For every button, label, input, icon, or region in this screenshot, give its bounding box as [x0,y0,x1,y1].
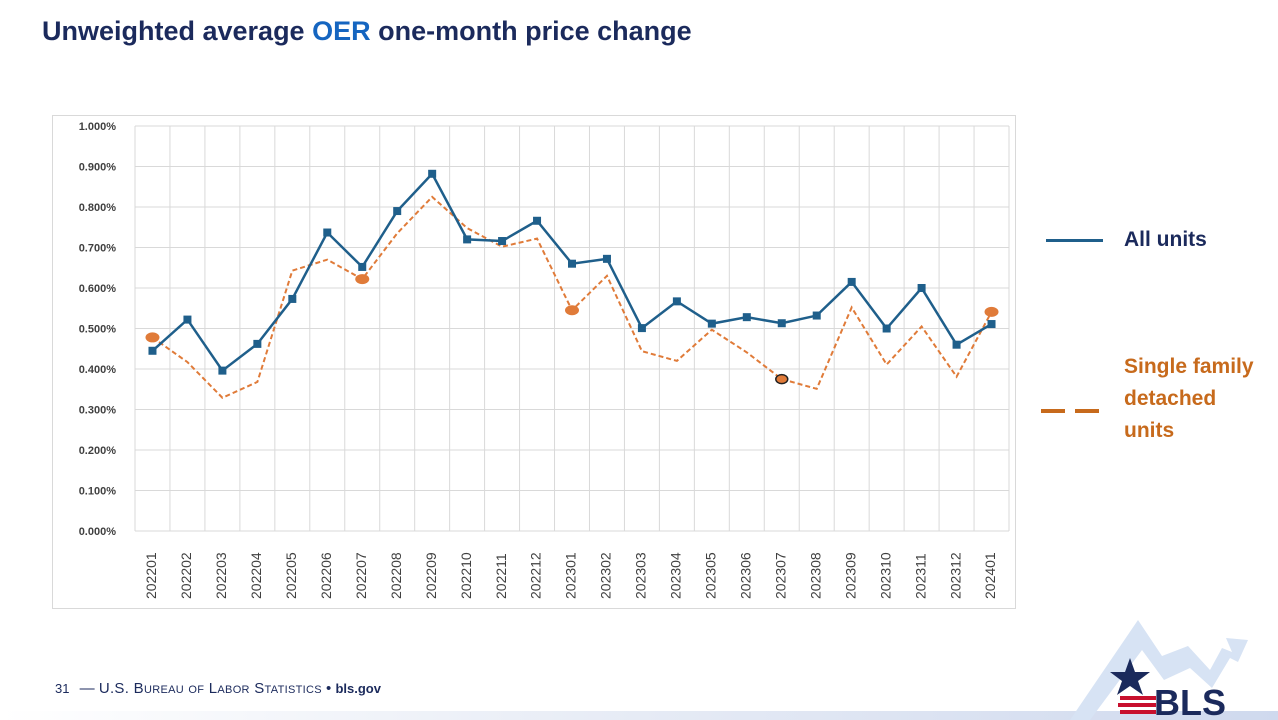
y-tick-label: 1.000% [79,121,117,133]
all-units-point [253,339,262,348]
x-tick-label: 202301 [563,552,579,599]
x-tick-label: 202201 [143,552,159,599]
x-tick-label: 202208 [388,552,404,599]
x-tick-label: 202309 [842,552,858,599]
all-units-point [637,324,646,333]
site-link[interactable]: bls.gov [335,681,381,696]
page-title: Unweighted average OER one-month price c… [42,16,692,47]
footer-bullet: • [326,680,332,697]
all-units-point [533,216,542,225]
single-family-highlight-point [145,332,160,343]
x-tick-label: 202212 [528,552,544,599]
all-units-point [707,319,716,328]
all-units-point [952,340,961,349]
all-units-point [323,228,332,237]
x-tick-label: 202203 [213,552,229,599]
y-tick-label: 0.600% [79,283,117,295]
all-units-point [428,169,437,178]
page-number: 31 [55,681,70,696]
footer: 31 — U.S. Bureau of Labor Statistics • b… [55,680,381,697]
all-units-point [358,262,367,271]
x-tick-label: 202310 [877,552,893,599]
x-tick-label: 202305 [703,552,719,599]
single-family-highlight-point [565,305,579,316]
logo-star-icon [1110,658,1150,695]
all-units-point [672,297,681,306]
y-tick-label: 0.900% [79,162,117,174]
single-family-highlight-point [775,373,789,385]
all-units-point [917,284,926,292]
x-tick-label: 202304 [668,552,684,599]
title-prefix: Unweighted average [42,16,313,46]
x-tick-label: 202209 [423,552,439,599]
all-units-point [183,315,192,324]
line-chart: 0.000% 0.100% 0.200% 0.300% 0.400% 0.500% 0.60… [79,121,1010,599]
x-tick-label: 202307 [772,552,788,599]
y-tick-label: 0.400% [79,364,117,376]
all-units-point [777,319,786,328]
x-tick-label: 202401 [982,552,998,599]
x-tick-label: 202308 [807,552,823,599]
all-units-point [987,320,996,329]
all-units-point [742,313,751,322]
all-units-point [568,259,576,268]
legend-swatch-single-family [1041,409,1103,413]
agency-name: U.S. Bureau of Labor Statistics [98,680,322,697]
series-line-single-family [151,195,993,399]
x-tick-label: 202302 [598,552,614,599]
legend-label-all-units: All units [1124,228,1207,251]
y-tick-label: 0.700% [79,243,117,255]
y-tick-label: 0.300% [79,405,117,417]
legend-swatch-all-units [1046,239,1103,242]
x-tick-label: 202205 [283,552,299,599]
x-tick-label: 202210 [458,552,474,599]
x-tick-label: 202206 [318,552,334,599]
y-tick-label: 0.500% [79,324,117,336]
x-tick-label: 202303 [633,552,649,599]
all-units-point [812,311,821,320]
all-units-point [393,207,402,216]
bottom-band [0,711,1278,720]
single-family-highlight-point [984,306,999,317]
x-tick-label: 202204 [248,552,264,599]
all-units-point [288,294,297,303]
x-tick-label: 202207 [353,552,369,599]
all-units-point [882,324,891,333]
legend-label-single-family: Single family detached units [1124,355,1254,442]
logo-trend-arrow [1070,620,1248,720]
x-tick-label: 202211 [493,553,509,599]
y-tick-label: 0.000% [79,526,117,538]
y-tick-label: 0.200% [79,445,117,457]
all-units-point [602,254,611,263]
bls-logo: BLS [1070,620,1248,720]
y-tick-label: 0.800% [79,202,117,214]
title-suffix: one-month price change [370,16,692,46]
footer-dash: — [79,680,95,697]
all-units-point [148,346,157,355]
x-tick-label: 202202 [178,552,194,599]
chart-frame: 0.000% 0.100% 0.200% 0.300% 0.400% 0.500% 0.60… [52,115,1016,609]
x-tick-label: 202306 [738,552,754,599]
x-tick-label: 202312 [947,552,963,599]
logo-stripes [1118,696,1156,714]
series-line-all-units [151,171,993,373]
all-units-point [463,235,472,244]
title-accent: OER [312,16,371,46]
logo-text: BLS [1154,682,1226,720]
all-units-point [218,366,227,375]
x-tick-label: 202311 [912,553,928,599]
all-units-point [847,277,856,286]
all-units-point [498,237,507,246]
y-tick-label: 0.100% [79,486,117,498]
single-family-highlight-point [355,274,370,285]
